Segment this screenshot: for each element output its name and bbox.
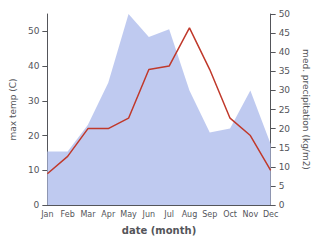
svg-text:20: 20	[279, 124, 291, 134]
svg-text:Oct: Oct	[223, 210, 237, 219]
svg-text:Sep: Sep	[202, 210, 217, 219]
svg-text:15: 15	[279, 143, 290, 153]
svg-text:20: 20	[28, 131, 40, 141]
svg-text:45: 45	[279, 28, 290, 38]
svg-text:Jan: Jan	[40, 210, 53, 219]
svg-text:35: 35	[279, 66, 290, 76]
svg-text:10: 10	[279, 162, 291, 172]
svg-text:30: 30	[279, 85, 291, 95]
svg-text:med. precipitation (kg/m2): med. precipitation (kg/m2)	[301, 49, 311, 170]
svg-text:5: 5	[279, 181, 285, 191]
svg-text:Dec: Dec	[263, 210, 278, 219]
svg-text:Mar: Mar	[80, 210, 96, 219]
svg-text:Feb: Feb	[61, 210, 75, 219]
svg-text:date (month): date (month)	[122, 225, 196, 236]
svg-text:May: May	[120, 210, 137, 219]
svg-text:Jul: Jul	[163, 210, 174, 219]
svg-text:40: 40	[28, 61, 40, 71]
svg-text:Jun: Jun	[142, 210, 156, 219]
svg-text:10: 10	[28, 165, 40, 175]
svg-text:25: 25	[279, 105, 290, 115]
svg-text:50: 50	[28, 26, 40, 36]
svg-text:Aug: Aug	[182, 210, 198, 219]
svg-text:40: 40	[279, 47, 291, 57]
svg-text:50: 50	[279, 9, 291, 19]
svg-text:Nov: Nov	[243, 210, 259, 219]
svg-text:0: 0	[279, 200, 285, 210]
svg-text:max temp (C): max temp (C)	[8, 78, 18, 140]
svg-text:30: 30	[28, 96, 40, 106]
svg-text:0: 0	[34, 200, 40, 210]
svg-text:Apr: Apr	[101, 210, 116, 219]
